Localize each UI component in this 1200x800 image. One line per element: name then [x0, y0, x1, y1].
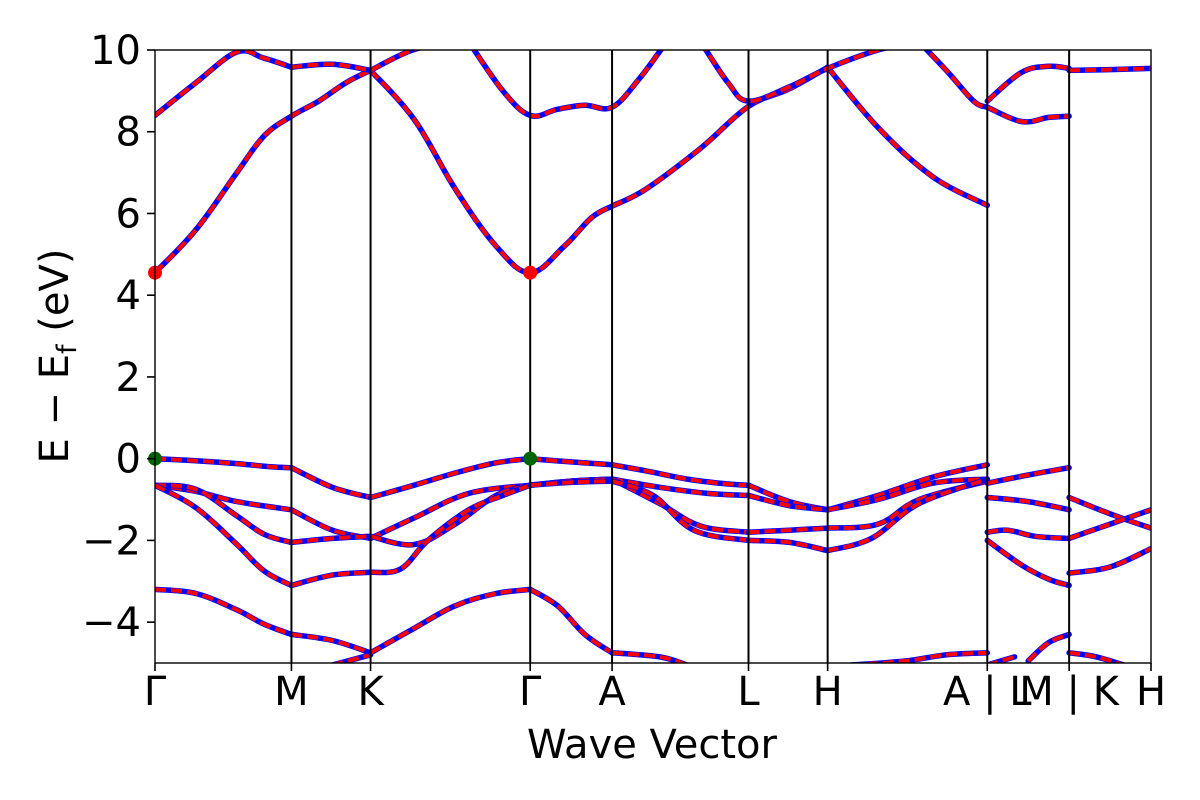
band-line-1: [369, 69, 614, 275]
band-line-52: [529, 587, 614, 655]
band-line-2-base: [609, 64, 831, 209]
band-line-38: [611, 479, 749, 543]
band-line-42: [987, 495, 1070, 512]
band-line-27: [155, 483, 292, 545]
band-line-49: [291, 632, 372, 655]
band-line-35: [290, 570, 371, 588]
band-line-21: [290, 508, 372, 541]
y-axis-label: E − Ef (eV): [32, 249, 83, 464]
band-line-45: [1068, 495, 1151, 530]
band-line-57: [1068, 650, 1124, 663]
band-line-15: [370, 456, 531, 500]
band-line-50: [332, 652, 372, 663]
band-edge-markers: [148, 265, 538, 466]
band-line-10: [985, 64, 1070, 103]
band-line-48: [155, 587, 293, 637]
band-line-12: [1069, 66, 1151, 73]
y-tick-label-4: 4: [116, 273, 141, 319]
x-tick-label-5: L: [737, 669, 760, 715]
y-ticks: −4 −2 0 2 4 6 8 10: [82, 28, 155, 646]
x-ticks: Γ M K Γ A L H A | LM | K H: [144, 663, 1166, 715]
band-line-53-base: [609, 650, 689, 663]
y-tick-label-3: 2: [116, 355, 141, 401]
band-line-5: [291, 62, 371, 73]
y-tick-label-2: 0: [116, 437, 141, 483]
band-line-48-base: [155, 586, 295, 638]
band-line-7: [471, 50, 664, 119]
band-line-3: [826, 65, 989, 208]
cbm-marker-1: [523, 265, 538, 280]
y-tick-label-5: 6: [116, 191, 141, 237]
band-line-34: [155, 483, 293, 588]
x-axis-label: Wave Vector: [527, 722, 778, 768]
x-tick-label-1: M: [274, 669, 309, 715]
band-line-25: [748, 493, 828, 512]
band-line-47: [1068, 546, 1151, 576]
band-line-37: [530, 479, 613, 488]
band-line-9-base: [923, 50, 991, 110]
y-axis-label-unit: (eV): [32, 249, 78, 345]
x-tick-label-3: Γ: [519, 669, 542, 715]
band-line-6-base: [367, 50, 422, 74]
band-line-44-base: [984, 537, 1072, 589]
band-line-51: [369, 587, 531, 655]
y-axis-label-main: E − E: [32, 354, 78, 464]
band-line-22: [369, 483, 531, 541]
band-line-33: [827, 479, 988, 531]
y-tick-label-6: 8: [116, 110, 141, 156]
band-line-4: [155, 50, 293, 117]
band-line-56: [1026, 632, 1070, 663]
band-line-47-base: [1066, 545, 1151, 576]
band-line-9: [924, 50, 989, 110]
y-tick-label-1: −2: [82, 518, 141, 564]
band-line-28: [291, 534, 371, 545]
band-line-11-base: [984, 104, 1072, 125]
y-axis-label-subscript: f: [52, 343, 83, 354]
x-tick-label-8: M | K: [1019, 669, 1120, 715]
band-line-17: [611, 462, 749, 488]
band-line-44: [986, 538, 1070, 588]
x-tick-label-0: Γ: [144, 669, 167, 715]
band-line-26: [827, 477, 988, 512]
band-line-39: [748, 538, 829, 553]
band-line-51-base: [367, 586, 533, 656]
band-line-14: [290, 465, 372, 500]
band-line-24: [611, 477, 749, 498]
band-line-0: [155, 68, 372, 275]
band-line-8-base: [702, 50, 890, 104]
band-line-43: [987, 528, 1070, 541]
x-tick-label-7: A | L: [943, 669, 1032, 715]
band-line-13: [155, 456, 292, 470]
band-line-16: [530, 456, 613, 467]
band-line-55: [987, 654, 1016, 663]
band-line-40: [827, 477, 988, 553]
band-line-46: [1068, 507, 1151, 541]
y-tick-label-0: −4: [82, 600, 141, 646]
band-line-6: [369, 50, 420, 73]
x-tick-label-9: H: [1136, 669, 1166, 715]
band-line-11: [986, 105, 1070, 124]
vbm-marker-3: [523, 451, 538, 466]
band-line-54: [850, 650, 988, 663]
band-lines: [155, 50, 1151, 663]
x-tick-label-6: H: [813, 669, 843, 715]
band-line-8: [703, 50, 886, 104]
band-line-21-base: [288, 507, 374, 542]
band-line-0-base: [155, 67, 374, 276]
band-line-36: [370, 483, 531, 575]
band-line-32: [748, 526, 828, 535]
y-tick-label-7: 10: [90, 28, 141, 74]
kpoint-divider-lines: [290, 50, 1071, 663]
band-line-41: [986, 465, 1070, 486]
x-tick-label-2: K: [357, 669, 385, 715]
x-tick-label-4: A: [598, 669, 626, 715]
plot-frame: [154, 49, 1152, 664]
